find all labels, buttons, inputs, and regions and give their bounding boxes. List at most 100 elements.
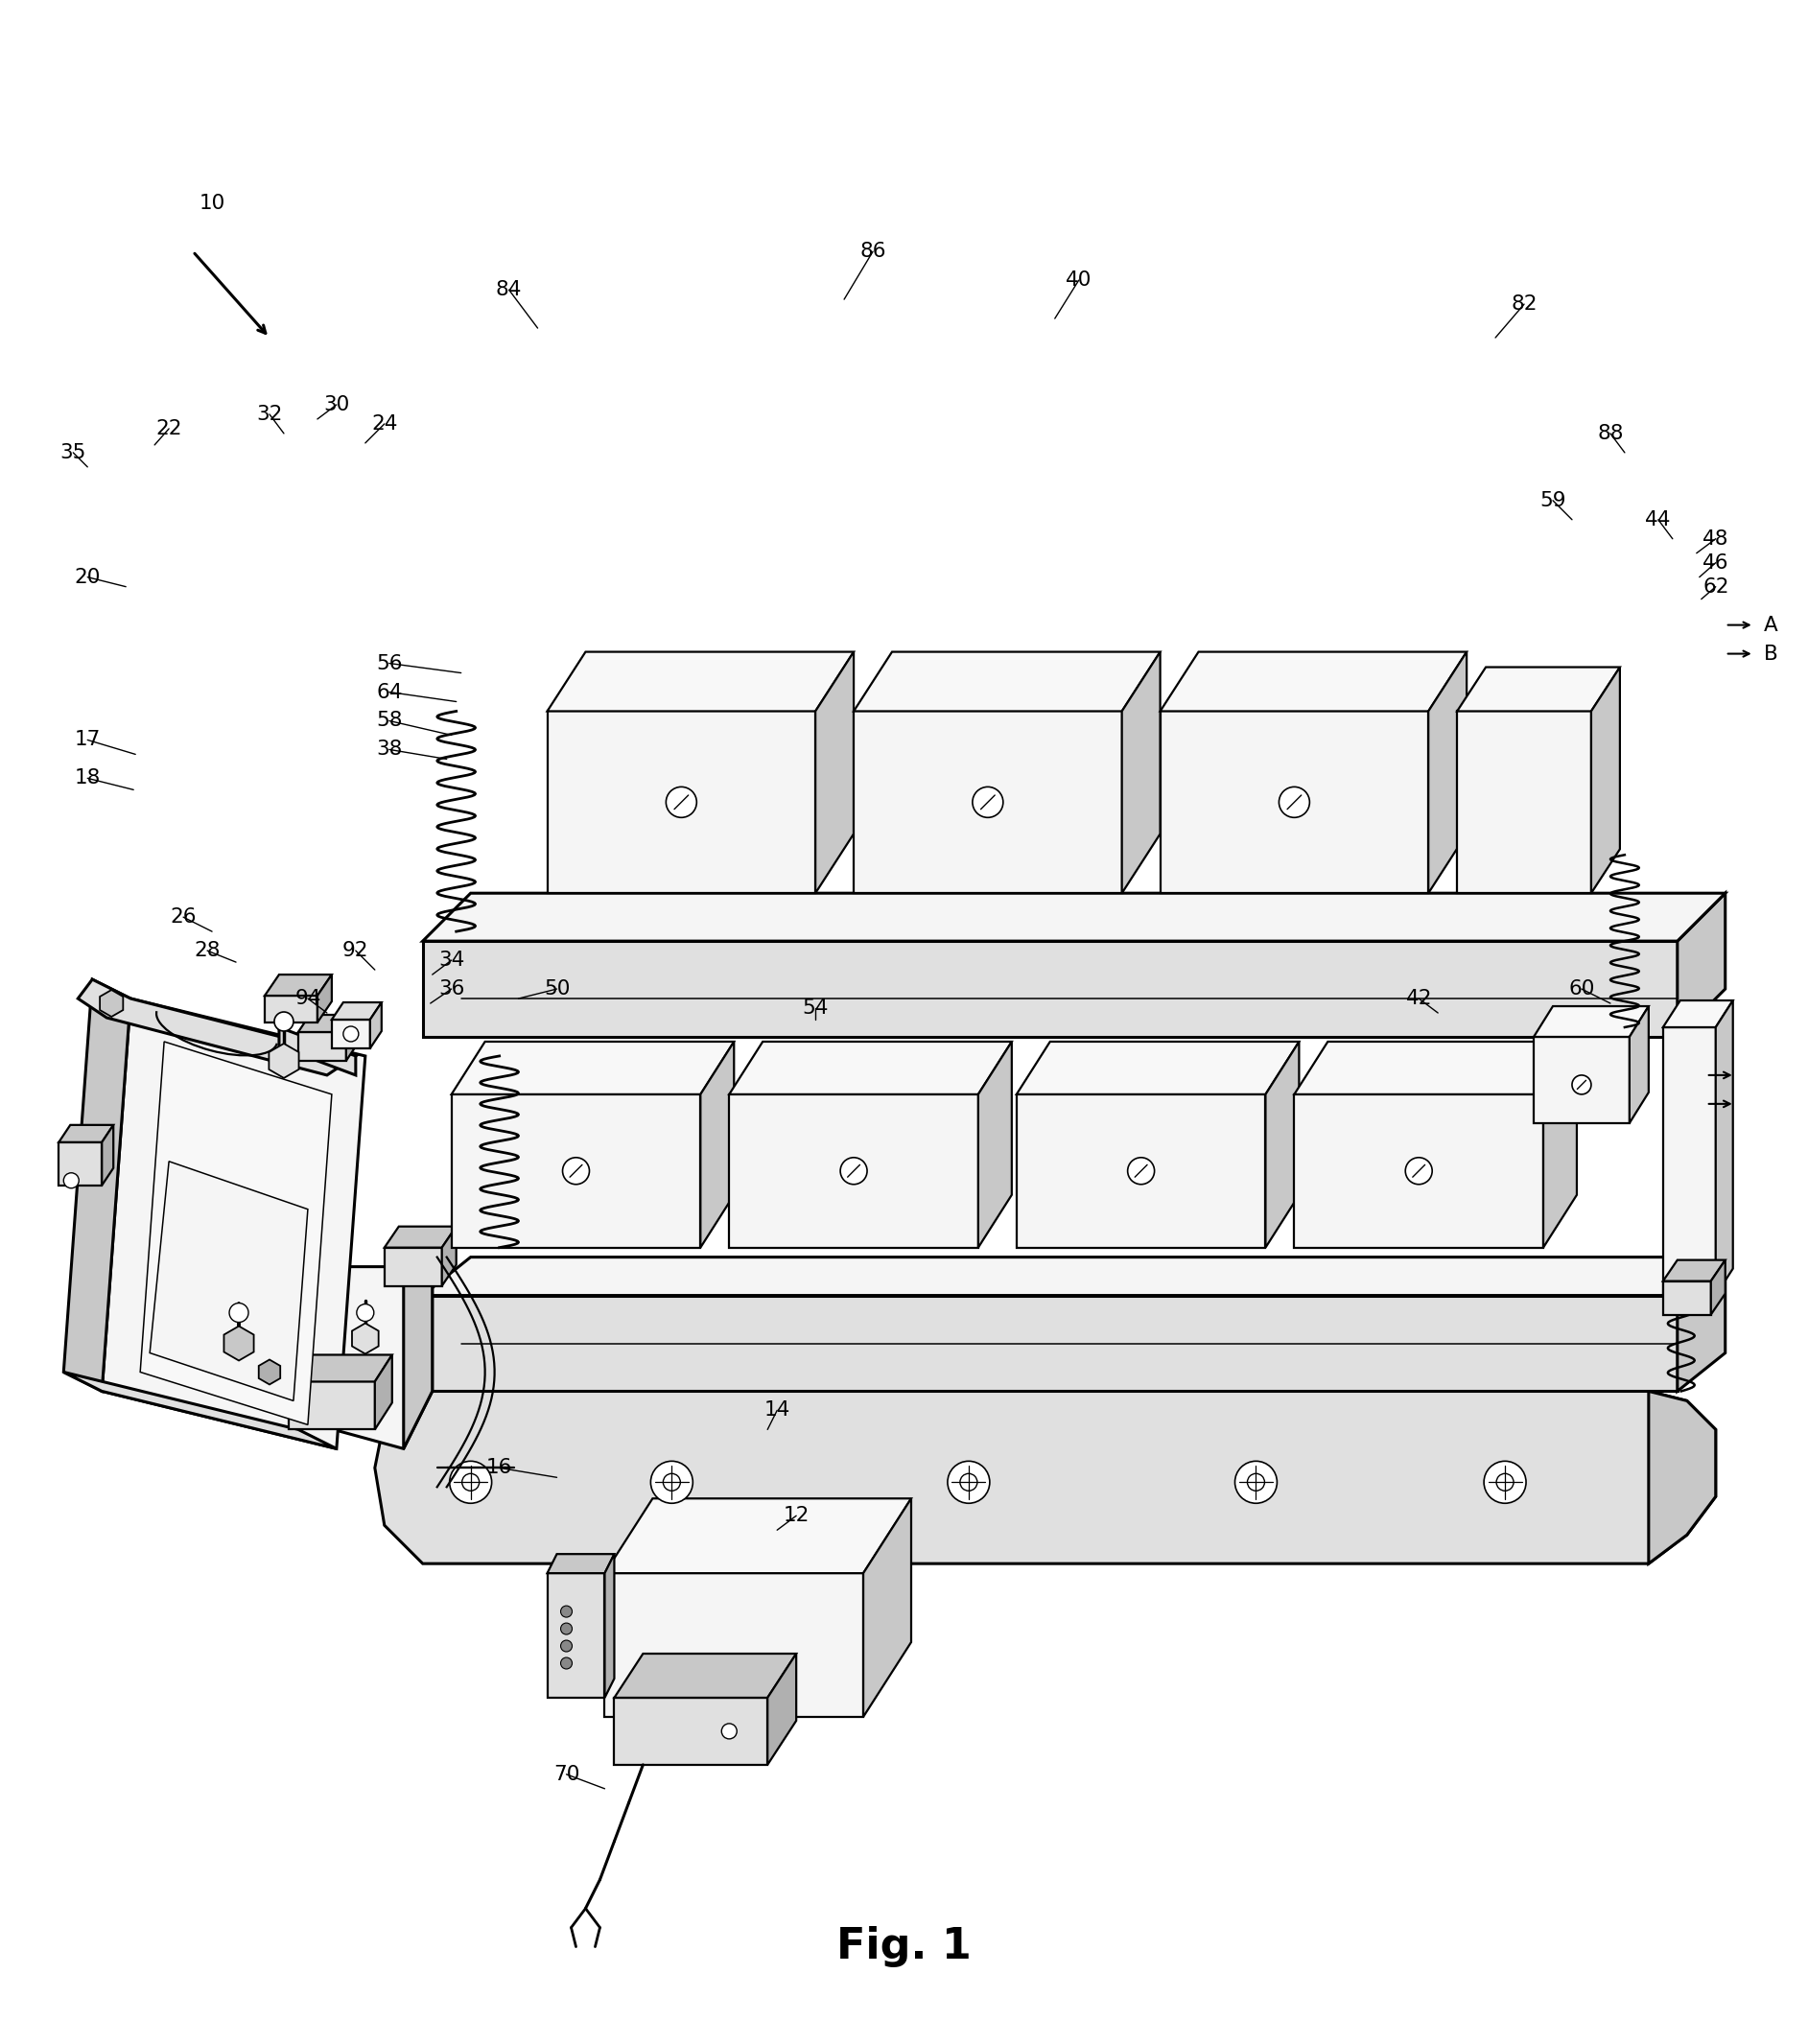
Polygon shape: [978, 1042, 1012, 1247]
Polygon shape: [548, 1553, 615, 1574]
Polygon shape: [853, 652, 1161, 711]
Polygon shape: [345, 1014, 358, 1061]
Polygon shape: [269, 1044, 298, 1077]
Text: 35: 35: [60, 444, 87, 462]
Polygon shape: [452, 1042, 734, 1094]
Polygon shape: [862, 1498, 911, 1717]
Polygon shape: [1295, 1094, 1544, 1247]
Polygon shape: [374, 1355, 392, 1429]
Circle shape: [1235, 1461, 1276, 1502]
Polygon shape: [60, 1143, 101, 1186]
Text: 59: 59: [1540, 491, 1566, 511]
Circle shape: [1571, 1075, 1591, 1094]
Text: 50: 50: [544, 979, 570, 1000]
Polygon shape: [101, 1000, 365, 1449]
Circle shape: [560, 1623, 571, 1635]
Polygon shape: [371, 1002, 381, 1049]
Text: A: A: [1763, 615, 1777, 634]
Circle shape: [1248, 1474, 1264, 1490]
Text: 28: 28: [193, 940, 221, 961]
Polygon shape: [1016, 1042, 1300, 1094]
Polygon shape: [289, 1382, 374, 1429]
Text: 18: 18: [74, 769, 101, 787]
Polygon shape: [1629, 1006, 1649, 1122]
Polygon shape: [1716, 1000, 1732, 1296]
Text: 30: 30: [324, 394, 349, 415]
Text: 92: 92: [342, 940, 369, 961]
Polygon shape: [1649, 1392, 1716, 1564]
Polygon shape: [353, 1322, 378, 1353]
Polygon shape: [298, 1014, 358, 1032]
Circle shape: [1405, 1157, 1432, 1183]
Polygon shape: [1591, 666, 1620, 893]
Polygon shape: [1663, 1028, 1716, 1296]
Text: 14: 14: [765, 1400, 790, 1421]
Polygon shape: [604, 1498, 911, 1574]
Text: 20: 20: [74, 568, 101, 587]
Polygon shape: [604, 1553, 615, 1699]
Text: 48: 48: [1703, 529, 1728, 548]
Polygon shape: [452, 1094, 700, 1247]
Circle shape: [275, 1012, 293, 1030]
Text: 38: 38: [376, 740, 403, 758]
Polygon shape: [548, 711, 815, 893]
Polygon shape: [1544, 1042, 1577, 1247]
Circle shape: [63, 1173, 80, 1188]
Polygon shape: [815, 652, 853, 893]
Polygon shape: [99, 989, 123, 1016]
Text: 40: 40: [1065, 270, 1092, 290]
Circle shape: [230, 1304, 248, 1322]
Polygon shape: [1457, 666, 1620, 711]
Polygon shape: [548, 1574, 604, 1699]
Text: B: B: [1763, 644, 1777, 664]
Circle shape: [344, 1026, 358, 1042]
Polygon shape: [1710, 1259, 1725, 1314]
Text: 46: 46: [1703, 554, 1728, 572]
Circle shape: [973, 787, 1003, 818]
Polygon shape: [423, 1257, 1725, 1296]
Polygon shape: [385, 1226, 456, 1247]
Polygon shape: [1663, 1000, 1732, 1028]
Text: 12: 12: [783, 1506, 810, 1525]
Polygon shape: [165, 1267, 432, 1449]
Text: 70: 70: [553, 1764, 580, 1784]
Circle shape: [560, 1607, 571, 1617]
Polygon shape: [1533, 1006, 1649, 1036]
Polygon shape: [729, 1042, 1012, 1094]
Polygon shape: [1457, 711, 1591, 893]
Polygon shape: [1663, 1259, 1725, 1282]
Circle shape: [651, 1461, 692, 1502]
Circle shape: [1484, 1461, 1526, 1502]
Polygon shape: [331, 1020, 371, 1049]
Polygon shape: [63, 1372, 336, 1449]
Polygon shape: [1663, 1282, 1710, 1314]
Polygon shape: [141, 1042, 331, 1425]
Circle shape: [664, 1474, 680, 1490]
Text: 42: 42: [1405, 989, 1432, 1008]
Polygon shape: [1161, 652, 1466, 711]
Text: 24: 24: [371, 415, 398, 433]
Circle shape: [841, 1157, 868, 1183]
Polygon shape: [150, 1161, 307, 1400]
Circle shape: [560, 1639, 571, 1652]
Polygon shape: [768, 1654, 796, 1764]
Text: 26: 26: [170, 908, 197, 926]
Polygon shape: [385, 1247, 441, 1286]
Circle shape: [463, 1474, 479, 1490]
Polygon shape: [1678, 1257, 1725, 1392]
Text: 82: 82: [1511, 294, 1537, 313]
Polygon shape: [441, 1226, 456, 1286]
Text: 54: 54: [803, 1000, 828, 1018]
Polygon shape: [1428, 652, 1466, 893]
Polygon shape: [60, 1124, 114, 1143]
Circle shape: [1278, 787, 1309, 818]
Circle shape: [562, 1157, 589, 1183]
Text: 64: 64: [376, 683, 403, 701]
Text: 56: 56: [376, 654, 403, 672]
Text: 17: 17: [74, 730, 101, 750]
Circle shape: [721, 1723, 738, 1739]
Text: 88: 88: [1596, 423, 1624, 444]
Text: 34: 34: [438, 950, 465, 969]
Polygon shape: [1678, 893, 1725, 1036]
Polygon shape: [78, 979, 356, 1075]
